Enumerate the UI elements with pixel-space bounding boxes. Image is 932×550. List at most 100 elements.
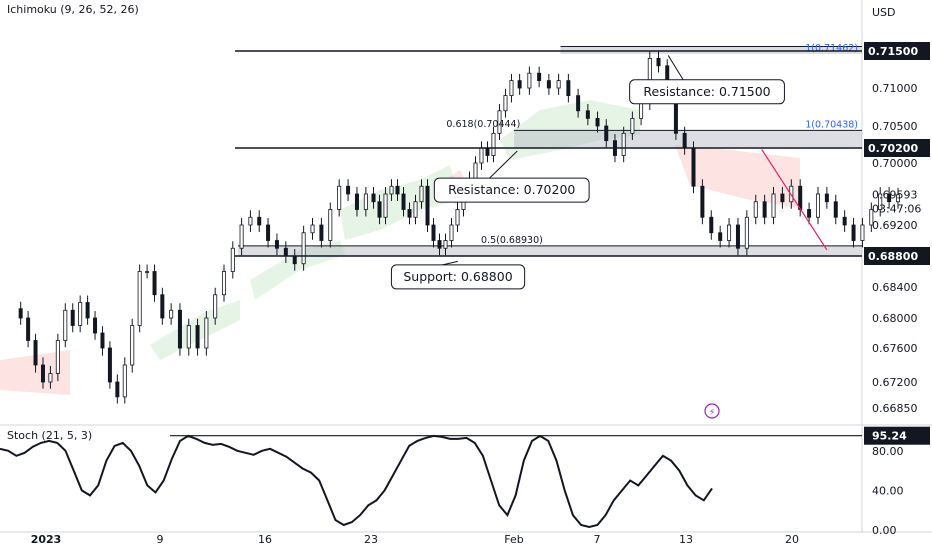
y-tick-label: 0.67200	[872, 376, 918, 389]
candle-body	[604, 125, 609, 142]
candle-body	[301, 232, 306, 265]
candle-body	[354, 193, 359, 210]
price-tag-0: 0.71500	[868, 45, 918, 58]
candle-body	[363, 193, 368, 210]
candle-body	[621, 132, 626, 156]
candle-body	[479, 147, 484, 164]
candle-body	[169, 309, 174, 319]
candle-body	[160, 294, 165, 319]
candle-body	[546, 80, 551, 89]
candle-body	[319, 224, 324, 241]
candle-body	[537, 72, 542, 81]
candle-body	[204, 317, 209, 349]
candle-body	[26, 317, 31, 341]
candle-body	[292, 255, 297, 265]
lightning-glyph: ⚡	[709, 408, 715, 418]
stoch-tick-label: 40.00	[872, 484, 904, 497]
candle-body	[177, 309, 182, 349]
x-tick-label: 16	[258, 533, 272, 546]
candle-body	[437, 240, 442, 249]
candle-body	[230, 247, 235, 272]
x-tick-label: 13	[679, 533, 693, 546]
price-tag-bg-1	[864, 139, 930, 157]
candle-body	[896, 194, 901, 203]
candle-body	[718, 232, 723, 241]
zone-1	[514, 130, 862, 148]
candle-body	[630, 118, 635, 134]
candle-body	[449, 224, 454, 241]
price-tag-bg-4	[864, 247, 930, 265]
candle-body	[33, 340, 38, 366]
price-tag-1: 0.70200	[868, 142, 918, 155]
candle-body	[682, 132, 687, 149]
stoch-tick-label: 80.00	[872, 445, 904, 458]
candle-body	[407, 209, 412, 218]
stoch-tick-label: 0.00	[872, 524, 897, 537]
candle-body	[213, 294, 218, 319]
x-tick-label: 7	[594, 533, 601, 546]
candle-body	[63, 309, 68, 341]
candle-body	[337, 185, 342, 210]
stoch-indicator-label[interactable]: Stoch (21, 5, 3)	[7, 429, 93, 442]
candle-body	[556, 80, 561, 89]
callout-text-0: Resistance: 0.71500	[643, 84, 770, 99]
x-tick-label: 2023	[31, 533, 62, 546]
candle-body	[473, 162, 478, 179]
candle-body	[266, 224, 271, 241]
callout-box-2	[390, 264, 526, 290]
candle-body	[497, 110, 502, 134]
candle-body	[186, 325, 191, 349]
candle-body	[78, 302, 83, 326]
callout-text-2: Support: 0.68800	[403, 269, 512, 284]
zone-2	[238, 245, 862, 256]
candle-body	[780, 193, 785, 203]
candle-body	[328, 209, 333, 241]
lightning-icon	[704, 403, 720, 419]
candle-body	[639, 102, 644, 119]
x-tick-label: 20	[785, 533, 799, 546]
candle-body	[55, 340, 60, 374]
candle-body	[383, 193, 388, 218]
candle-body	[833, 201, 838, 218]
ichimoku-indicator-label[interactable]: Ichimoku (9, 26, 52, 26)	[7, 3, 139, 16]
candle-body	[145, 271, 150, 273]
ichimoku-cloud-1	[150, 300, 240, 360]
candle-body	[860, 224, 865, 241]
candle-body	[485, 147, 490, 156]
candle-body	[100, 332, 105, 349]
candle-body	[491, 132, 496, 156]
callout-box-1	[433, 177, 590, 203]
candle-body	[257, 216, 262, 226]
candle-body	[455, 209, 460, 226]
y-tick-label: 0.66850	[872, 402, 918, 415]
fib-label-2: 0.618(0.70444)	[446, 119, 520, 130]
candle-body	[310, 224, 315, 234]
candle-body	[377, 201, 382, 218]
y-tick-label: 0.67600	[872, 342, 918, 355]
candle-body	[842, 216, 847, 226]
candle-body	[443, 240, 448, 249]
candle-body	[130, 325, 135, 366]
candle-body	[48, 373, 53, 383]
candle-body	[771, 193, 776, 218]
candle-body	[503, 95, 508, 112]
y-tick-label: 0.69200	[872, 219, 918, 232]
candle-body	[248, 216, 253, 226]
fib-label-0: 1(0.71462)	[805, 43, 858, 54]
y-tick-label: 0.70500	[872, 120, 918, 133]
price-tag-2: 0.69593	[872, 189, 918, 202]
candle-body	[85, 302, 90, 319]
candle-body	[18, 308, 23, 319]
stoch-line	[0, 434, 713, 529]
candle-body	[419, 185, 424, 203]
candle-body	[869, 209, 874, 226]
candle-body	[744, 216, 749, 249]
candle-body	[517, 80, 522, 89]
candle-body	[70, 309, 75, 326]
candle-body	[346, 185, 351, 195]
callout-text-1: Resistance: 0.70200	[448, 182, 575, 197]
y-tick-label: 0.68000	[872, 312, 918, 325]
candle-body	[815, 193, 820, 218]
candle-body	[115, 381, 120, 398]
